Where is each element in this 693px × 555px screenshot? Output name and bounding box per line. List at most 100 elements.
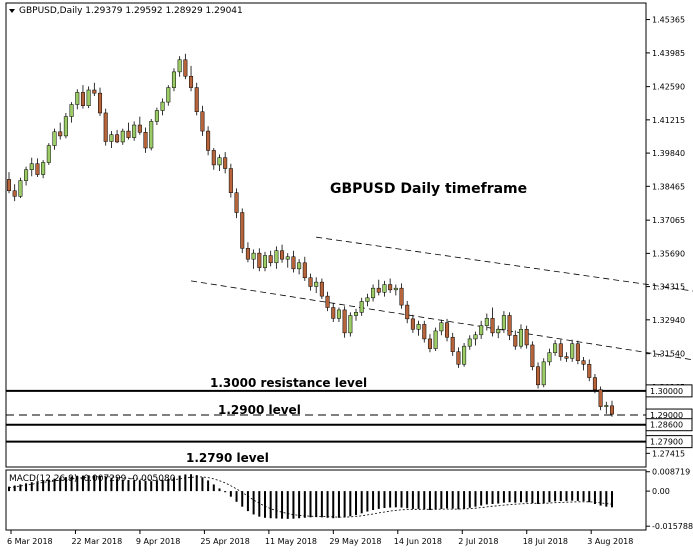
- candle-body: [12, 190, 17, 197]
- macd-bar: [446, 491, 449, 509]
- macd-bar: [571, 491, 574, 501]
- macd-bar: [47, 479, 50, 492]
- candle-body: [319, 281, 324, 297]
- candle-body: [553, 343, 558, 353]
- candle-body: [439, 322, 444, 332]
- candle-body: [479, 325, 484, 336]
- macd-bar: [93, 475, 96, 492]
- macd-bar: [349, 491, 352, 517]
- macd-bar: [320, 491, 323, 518]
- macd-bar: [269, 491, 272, 519]
- candle-body: [109, 134, 114, 142]
- candle-body: [450, 336, 455, 352]
- macd-bar: [605, 491, 608, 507]
- candle-body: [490, 318, 495, 334]
- candle-body: [268, 255, 273, 264]
- candle-body: [365, 297, 370, 302]
- macd-tick-label: -0.015788: [652, 522, 693, 531]
- macd-bar: [298, 491, 301, 519]
- candle-body: [564, 356, 569, 359]
- macd-signal-line: [8, 476, 613, 518]
- macd-bar: [64, 477, 67, 492]
- macd-bar: [13, 485, 16, 492]
- macd-bar: [36, 481, 39, 492]
- candle-body: [120, 130, 125, 143]
- macd-bar: [76, 475, 79, 492]
- macd-bar: [229, 491, 232, 497]
- chart-title: GBPUSD Daily timeframe: [330, 181, 527, 197]
- macd-bar: [116, 478, 119, 492]
- candle-body: [80, 92, 85, 106]
- macd-bar: [309, 491, 312, 518]
- candle-body: [473, 334, 478, 340]
- macd-bar: [172, 477, 175, 492]
- candle-body: [410, 318, 415, 330]
- macd-bar: [423, 491, 426, 510]
- price-tick-label: 1.37065: [652, 216, 685, 225]
- macd-bar: [292, 491, 295, 519]
- candle-body: [393, 287, 398, 291]
- candle-body: [427, 338, 432, 349]
- candle-body: [530, 344, 535, 367]
- candle-body: [240, 212, 245, 249]
- dropdown-triangle-icon[interactable]: [9, 9, 15, 13]
- macd-bar: [235, 491, 238, 502]
- candle-body: [206, 130, 211, 151]
- candle-body: [359, 301, 364, 313]
- candle-body: [348, 315, 353, 334]
- candle-body: [507, 315, 512, 336]
- date-tick-label: 3 Aug 2018: [587, 537, 633, 546]
- macd-bar: [81, 475, 84, 492]
- macd-bar: [372, 491, 375, 510]
- macd-tick-label: 0.008719: [652, 468, 690, 477]
- macd-bar: [389, 491, 392, 508]
- macd-bar: [457, 491, 460, 510]
- candle-body: [234, 192, 239, 213]
- macd-bar: [207, 480, 210, 492]
- macd-bar: [366, 491, 369, 512]
- macd-bar: [542, 491, 545, 504]
- candle-body: [103, 112, 108, 142]
- macd-bar: [275, 491, 278, 519]
- candle-body: [382, 284, 387, 293]
- candle-body: [126, 130, 131, 138]
- macd-bar: [502, 491, 505, 503]
- level-2790-label: 1.2790 level: [186, 451, 269, 465]
- macd-bar: [121, 479, 124, 492]
- candle-body: [371, 287, 376, 299]
- macd-bar: [559, 491, 562, 502]
- candle-body: [388, 284, 393, 291]
- candle-body: [422, 324, 427, 340]
- macd-bar: [582, 491, 585, 502]
- macd-bar: [25, 483, 28, 492]
- macd-bar: [42, 480, 45, 492]
- candle-body: [200, 111, 205, 132]
- candle-body: [456, 351, 461, 365]
- macd-bar: [99, 476, 102, 492]
- candle-body: [524, 329, 529, 346]
- main-plot-frame: [5, 2, 647, 468]
- candle-body: [462, 345, 467, 365]
- candle-body: [536, 366, 541, 386]
- macd-bar: [241, 491, 244, 507]
- candle-body: [194, 87, 199, 113]
- candle-body: [353, 312, 359, 316]
- candle-body: [149, 121, 154, 149]
- date-tick-label: 29 May 2018: [329, 537, 381, 546]
- macd-bar: [480, 491, 483, 506]
- candle-body: [166, 87, 171, 103]
- macd-bar: [400, 491, 403, 508]
- macd-bar: [167, 478, 170, 492]
- candle-body: [280, 250, 285, 260]
- macd-bar: [201, 477, 204, 492]
- candle-body: [228, 168, 233, 193]
- candle-body: [52, 131, 57, 146]
- price-tick-label: 1.31540: [652, 350, 685, 359]
- candle-body: [496, 329, 501, 334]
- macd-bar: [224, 491, 227, 493]
- candle-body: [257, 252, 262, 268]
- macd-bar: [70, 476, 73, 492]
